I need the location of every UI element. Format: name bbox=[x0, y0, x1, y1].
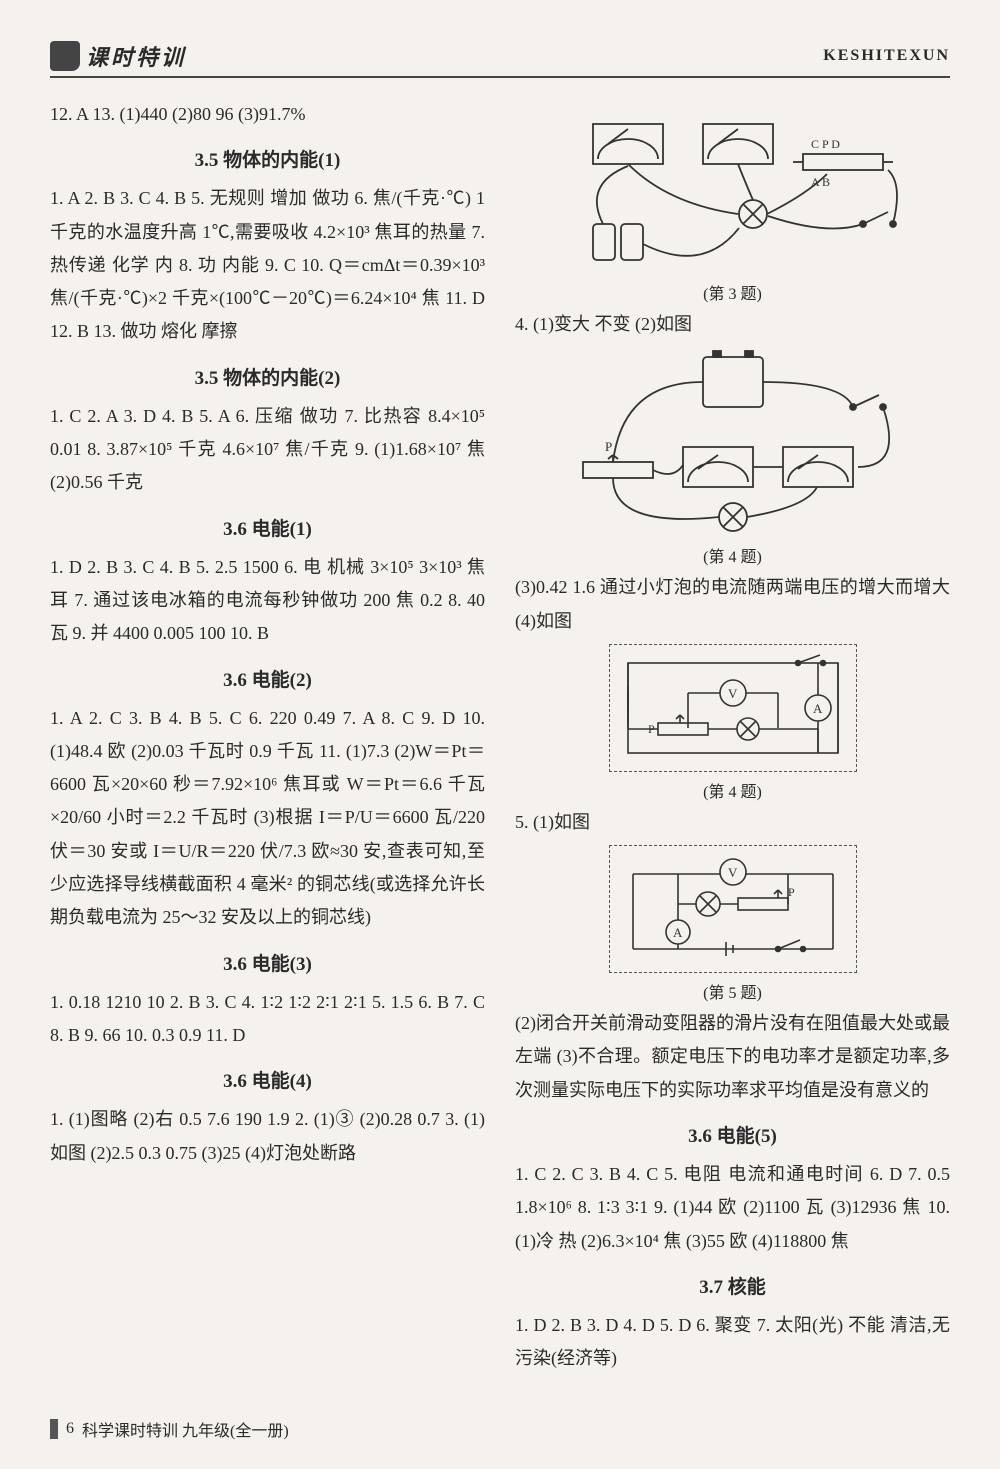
left-column: 12. A 13. (1)440 (2)80 96 (3)91.7% 3.5 物… bbox=[50, 98, 485, 1380]
header-title: 课时特训 bbox=[86, 40, 186, 72]
section-body-35-2: 1. C 2. A 3. D 4. B 5. A 6. 压缩 做功 7. 比热容… bbox=[50, 400, 485, 500]
caption-q5: (第 5 题) bbox=[515, 979, 950, 1003]
section-body-36-5: 1. C 2. C 3. B 4. C 5. 电阻 电流和通电时间 6. D 7… bbox=[515, 1158, 950, 1258]
circuit-diagram-q4a: P bbox=[553, 347, 913, 537]
section-title-35-2: 3.5 物体的内能(2) bbox=[50, 363, 485, 390]
answer-q4-3: (3)0.42 1.6 通过小灯泡的电流随两端电压的增大而增大 (4)如图 bbox=[515, 571, 950, 638]
svg-text:V: V bbox=[728, 865, 738, 880]
figure-q5: V P bbox=[515, 845, 950, 973]
section-body-36-3: 1. 0.18 1210 10 2. B 3. C 4. 1∶2 1∶2 2∶1… bbox=[50, 986, 485, 1053]
figure-q4b: A V P bbox=[515, 644, 950, 772]
answer-q4-1: 4. (1)变大 不变 (2)如图 bbox=[515, 308, 950, 341]
caption-q3: (第 3 题) bbox=[515, 280, 950, 304]
svg-text:A: A bbox=[673, 925, 683, 940]
caption-q4a: (第 4 题) bbox=[515, 543, 950, 567]
section-body-36-1: 1. D 2. B 3. C 4. B 5. 2.5 1500 6. 电 机械 … bbox=[50, 551, 485, 651]
section-title-36-2: 3.6 电能(2) bbox=[50, 665, 485, 692]
footer-bar-icon bbox=[50, 1419, 58, 1439]
content-columns: 12. A 13. (1)440 (2)80 96 (3)91.7% 3.5 物… bbox=[50, 98, 950, 1380]
figure-q3: C P D A B bbox=[515, 104, 950, 274]
section-title-36-1: 3.6 电能(1) bbox=[50, 514, 485, 541]
svg-text:A: A bbox=[813, 701, 823, 716]
page-footer: 6 科学课时特训 九年级(全一册) bbox=[50, 1417, 289, 1441]
header-pinyin: KESHITEXUN bbox=[823, 47, 950, 65]
svg-text:A B: A B bbox=[811, 175, 830, 189]
section-title-36-3: 3.6 电能(3) bbox=[50, 949, 485, 976]
section-body-36-2: 1. A 2. C 3. B 4. B 5. C 6. 220 0.49 7. … bbox=[50, 702, 485, 935]
section-title-36-4: 3.6 电能(4) bbox=[50, 1066, 485, 1093]
svg-text:C P D: C P D bbox=[811, 137, 840, 151]
right-column: C P D A B bbox=[515, 98, 950, 1380]
section-title-35-1: 3.5 物体的内能(1) bbox=[50, 145, 485, 172]
page-number: 6 bbox=[66, 1420, 74, 1438]
figure-q4a: P bbox=[515, 347, 950, 537]
svg-text:P: P bbox=[788, 885, 795, 899]
page-header: 课时特训 KESHITEXUN bbox=[50, 40, 950, 78]
answer-q5-2: (2)闭合开关前滑动变阻器的滑片没有在阻值最大处或最左端 (3)不合理。额定电压… bbox=[515, 1007, 950, 1107]
section-title-37: 3.7 核能 bbox=[515, 1272, 950, 1299]
circuit-schematic-q4b: A V P bbox=[618, 653, 848, 763]
section-title-36-5: 3.6 电能(5) bbox=[515, 1121, 950, 1148]
footer-text: 科学课时特训 九年级(全一册) bbox=[82, 1417, 289, 1441]
logo-icon bbox=[50, 41, 80, 71]
header-left: 课时特训 bbox=[50, 40, 186, 72]
caption-q4b: (第 4 题) bbox=[515, 778, 950, 802]
answer-line-12: 12. A 13. (1)440 (2)80 96 (3)91.7% bbox=[50, 98, 485, 131]
section-body-37: 1. D 2. B 3. D 4. D 5. D 6. 聚变 7. 太阳(光) … bbox=[515, 1309, 950, 1376]
circuit-diagram-q3: C P D A B bbox=[553, 104, 913, 274]
circuit-schematic-q5: V P bbox=[618, 854, 848, 964]
svg-text:V: V bbox=[728, 686, 738, 701]
answer-q5-1: 5. (1)如图 bbox=[515, 806, 950, 839]
section-body-35-1: 1. A 2. B 3. C 4. B 5. 无规则 增加 做功 6. 焦/(千… bbox=[50, 182, 485, 348]
section-body-36-4: 1. (1)图略 (2)右 0.5 7.6 190 1.9 2. (1)③ (2… bbox=[50, 1103, 485, 1170]
svg-text:P: P bbox=[605, 439, 612, 454]
